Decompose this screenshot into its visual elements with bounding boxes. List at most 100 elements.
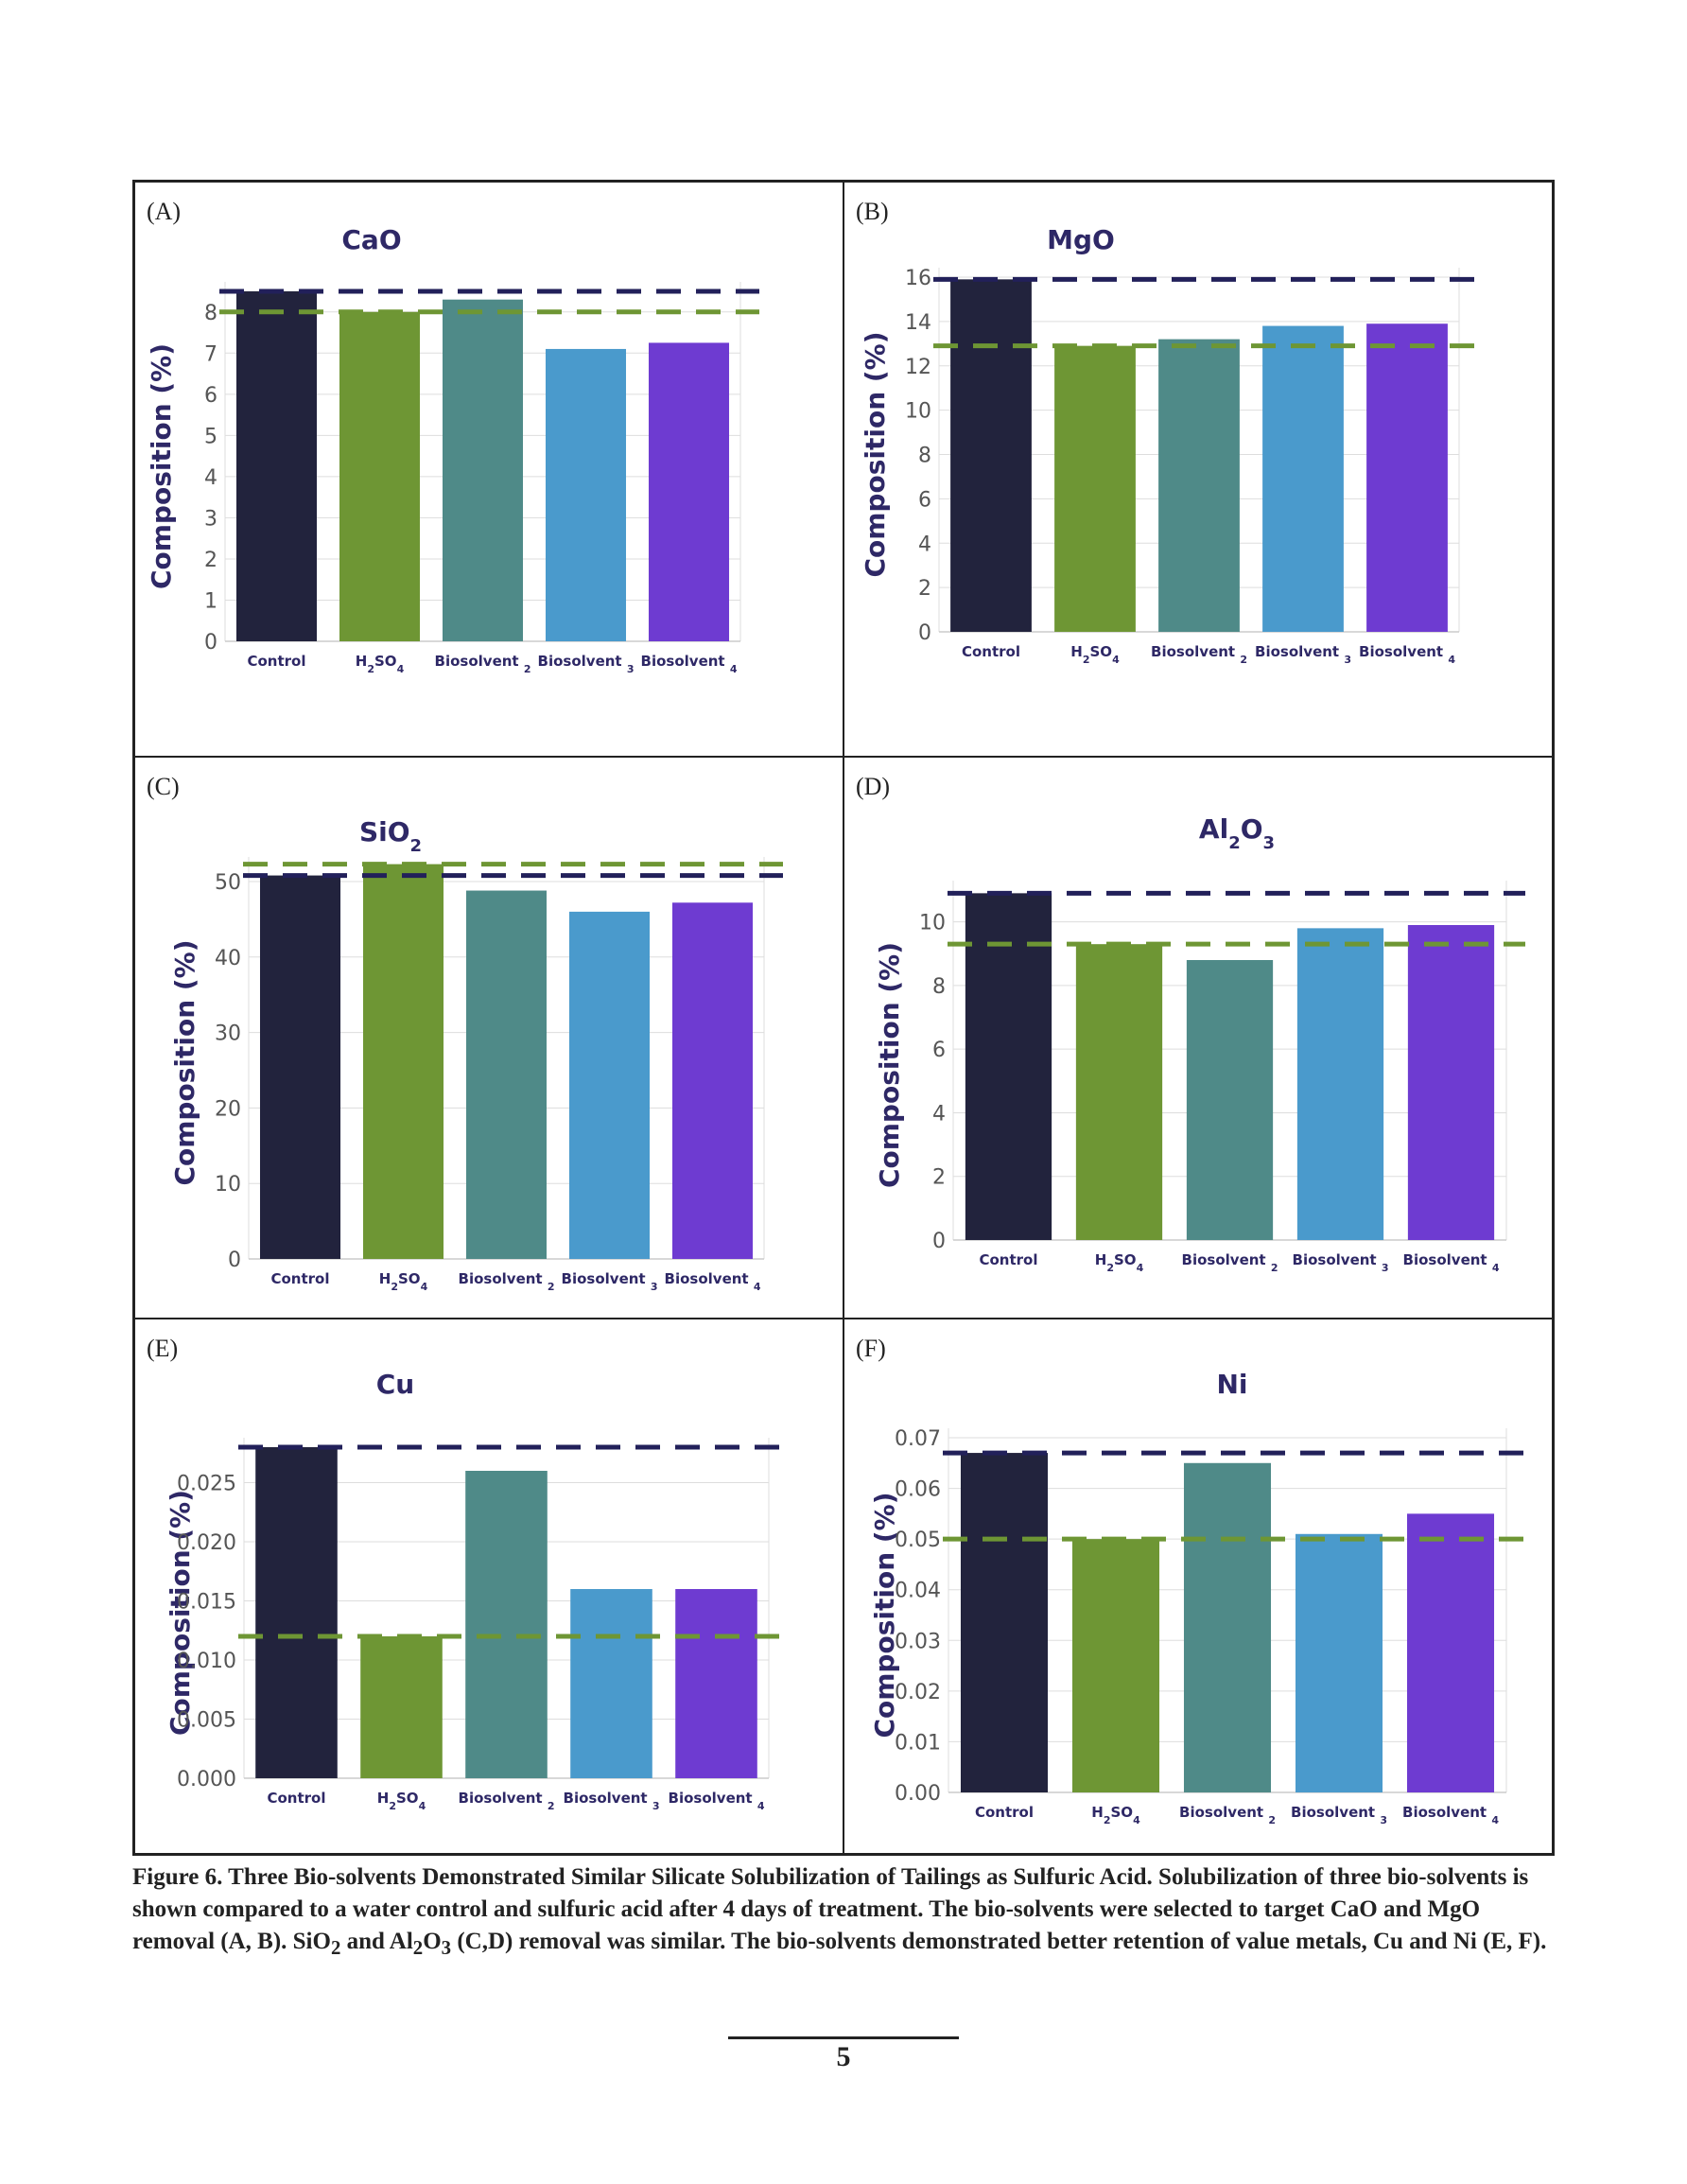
- x-category-label: Biosolvent 4: [1402, 1804, 1499, 1826]
- y-tick-label: 30: [215, 1022, 241, 1046]
- x-category-label: H2SO4: [356, 653, 405, 675]
- panel-label: (C): [147, 773, 180, 800]
- bar: [442, 299, 524, 641]
- y-tick-label: 0.07: [895, 1427, 941, 1451]
- y-tick-label: 4: [204, 466, 217, 490]
- bar: [1407, 925, 1495, 1240]
- x-category-label: Biosolvent 3: [564, 1790, 660, 1812]
- bar: [568, 911, 651, 1259]
- chart-sio2: SiO2 Composition (%) 0 10 20 30 40 50 Control H2S…: [169, 816, 783, 1293]
- chart-cu: Cu Composition (%) 0.000 0.005 0.010 0.015 0.0…: [165, 1369, 788, 1812]
- y-axis-label: Composition (%): [874, 942, 905, 1188]
- panel-label: (E): [147, 1335, 179, 1362]
- bar: [1262, 325, 1344, 632]
- y-tick-label: 0.010: [177, 1650, 236, 1673]
- x-category-label: Biosolvent 2: [459, 1270, 555, 1293]
- y-tick-label: 0: [228, 1249, 241, 1272]
- chart-title: CaO: [341, 224, 401, 255]
- panel-label: (F): [856, 1335, 886, 1362]
- x-category-label: Control: [270, 1270, 329, 1287]
- page-rule: [728, 2036, 959, 2039]
- x-category-label: Biosolvent 4: [665, 1270, 761, 1293]
- x-category-label: Biosolvent 2: [1182, 1251, 1278, 1274]
- y-tick-label: 40: [215, 947, 241, 970]
- chart-ni: Ni Composition (%) 0.00 0.01 0.02 0.03 0.04 0.0…: [869, 1369, 1525, 1826]
- bar: [648, 342, 730, 641]
- panel-a: (A) CaO Composition (%) 0 1 2 3 4 5 6 7 8 Control H2…: [134, 182, 844, 757]
- x-category-label: Biosolvent 3: [1255, 643, 1351, 666]
- panel-b: (B) MgO Composition (%) 0 2 4 6 8 10 12 14 16 Contr…: [844, 182, 1553, 757]
- y-tick-label: 6: [204, 384, 217, 408]
- x-category-label: Biosolvent 2: [459, 1790, 555, 1812]
- x-category-label: Control: [979, 1251, 1037, 1268]
- chart-al2o3: Al2O3 Composition (%) 0 2 4 6 8 10 Control H2SO4 B…: [874, 813, 1525, 1274]
- y-tick-label: 16: [905, 267, 931, 290]
- bar: [545, 348, 627, 641]
- x-category-label: Control: [267, 1790, 325, 1807]
- x-category-label: Biosolvent 3: [562, 1270, 658, 1293]
- bar: [360, 1636, 443, 1778]
- y-tick-label: 0.04: [895, 1580, 941, 1603]
- y-tick-label: 0: [932, 1230, 946, 1253]
- x-category-label: H2SO4: [1070, 643, 1120, 666]
- bar: [1071, 1539, 1160, 1792]
- bar: [1296, 928, 1384, 1240]
- y-axis-label: Composition (%): [169, 939, 200, 1185]
- chart-title: Al2O3: [1199, 813, 1275, 853]
- x-category-label: Biosolvent 4: [641, 653, 738, 675]
- x-category-label: Biosolvent 2: [1179, 1804, 1276, 1826]
- y-tick-label: 0.025: [177, 1473, 236, 1496]
- bar: [965, 893, 1052, 1240]
- bar: [1186, 960, 1274, 1240]
- y-tick-label: 3: [204, 507, 217, 531]
- y-tick-label: 0.05: [895, 1529, 941, 1552]
- bar: [362, 864, 444, 1259]
- y-tick-label: 0.02: [895, 1681, 941, 1704]
- bar: [465, 890, 548, 1259]
- y-tick-label: 8: [918, 445, 931, 468]
- y-tick-label: 12: [905, 356, 931, 379]
- x-category-label: H2SO4: [377, 1790, 426, 1812]
- y-tick-label: 0: [918, 621, 931, 645]
- panel-label: (B): [856, 198, 889, 225]
- x-category-label: H2SO4: [379, 1270, 428, 1293]
- y-tick-label: 0.020: [177, 1531, 236, 1555]
- page-number: 5: [836, 2041, 851, 2072]
- y-tick-label: 14: [905, 311, 931, 335]
- y-tick-label: 0.06: [895, 1478, 941, 1502]
- y-tick-label: 0.01: [895, 1731, 941, 1755]
- x-category-label: Biosolvent 4: [669, 1790, 765, 1812]
- chart-title: Cu: [376, 1369, 414, 1400]
- y-tick-label: 0.000: [177, 1768, 236, 1791]
- bar: [1295, 1533, 1383, 1792]
- panel-f: (F) Ni Composition (%) 0.00 0.01 0.02 0.03 0.0…: [844, 1319, 1553, 1854]
- y-tick-label: 0: [204, 631, 217, 655]
- x-category-label: Biosolvent 3: [538, 653, 635, 675]
- chart-title: SiO2: [359, 816, 422, 856]
- y-tick-label: 8: [932, 975, 946, 999]
- panel-label: (D): [856, 773, 891, 800]
- bar: [570, 1589, 652, 1778]
- y-tick-label: 10: [905, 400, 931, 424]
- x-category-label: Biosolvent 2: [435, 653, 531, 675]
- panel-e: (E) Cu Composition (%) 0.000 0.005 0.010 0.01…: [134, 1319, 844, 1854]
- y-tick-label: 2: [918, 577, 931, 601]
- bar: [950, 279, 1032, 632]
- chart-mgo: MgO Composition (%) 0 2 4 6 8 10 12 14 16 Control H2…: [860, 224, 1478, 666]
- y-tick-label: 0.00: [895, 1782, 941, 1806]
- x-category-label: H2SO4: [1091, 1804, 1140, 1826]
- bar: [960, 1453, 1049, 1792]
- figure-caption: Figure 6. Three Bio-solvents Demonstrate…: [132, 1864, 1547, 1959]
- y-tick-label: 20: [215, 1097, 241, 1121]
- y-tick-label: 10: [215, 1173, 241, 1197]
- chart-title: MgO: [1047, 224, 1115, 255]
- x-category-label: Biosolvent 4: [1403, 1251, 1500, 1274]
- x-category-label: Biosolvent 4: [1359, 643, 1455, 666]
- y-tick-label: 7: [204, 342, 217, 366]
- x-category-label: Biosolvent 2: [1151, 643, 1247, 666]
- bar: [339, 311, 421, 641]
- bar: [675, 1589, 757, 1778]
- y-tick-label: 2: [932, 1166, 946, 1190]
- y-axis-label: Composition (%): [869, 1492, 900, 1738]
- bar: [1054, 345, 1136, 632]
